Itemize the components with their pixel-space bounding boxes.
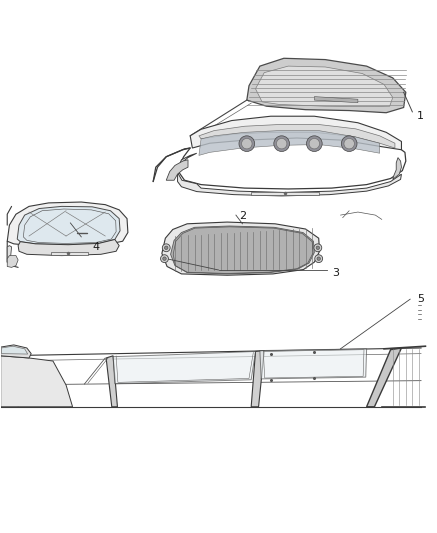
Polygon shape bbox=[170, 226, 314, 274]
Circle shape bbox=[163, 257, 166, 261]
Polygon shape bbox=[17, 206, 120, 245]
Polygon shape bbox=[260, 349, 367, 379]
Polygon shape bbox=[190, 116, 402, 150]
Circle shape bbox=[344, 139, 354, 149]
Polygon shape bbox=[177, 154, 402, 196]
Circle shape bbox=[341, 136, 357, 151]
Polygon shape bbox=[247, 58, 406, 112]
Polygon shape bbox=[367, 348, 402, 407]
Polygon shape bbox=[7, 256, 18, 268]
Circle shape bbox=[306, 136, 322, 151]
Circle shape bbox=[317, 257, 320, 261]
Circle shape bbox=[239, 136, 255, 151]
Circle shape bbox=[316, 246, 319, 249]
Circle shape bbox=[274, 136, 289, 151]
Polygon shape bbox=[251, 351, 264, 407]
Polygon shape bbox=[199, 125, 395, 148]
Polygon shape bbox=[51, 252, 88, 255]
Polygon shape bbox=[2, 346, 28, 354]
Circle shape bbox=[162, 244, 170, 252]
Text: 1: 1 bbox=[417, 111, 424, 121]
Circle shape bbox=[309, 139, 319, 149]
Polygon shape bbox=[166, 160, 188, 180]
Circle shape bbox=[314, 244, 322, 252]
Polygon shape bbox=[1, 345, 31, 358]
Polygon shape bbox=[7, 246, 12, 262]
Polygon shape bbox=[106, 356, 118, 407]
Polygon shape bbox=[393, 158, 402, 180]
Text: 3: 3 bbox=[332, 268, 339, 278]
Polygon shape bbox=[18, 239, 119, 256]
Polygon shape bbox=[199, 131, 380, 156]
Polygon shape bbox=[162, 222, 319, 275]
Circle shape bbox=[242, 139, 252, 149]
Text: 4: 4 bbox=[92, 242, 99, 252]
Polygon shape bbox=[314, 96, 358, 103]
Polygon shape bbox=[1, 356, 73, 407]
Polygon shape bbox=[251, 191, 319, 195]
Polygon shape bbox=[7, 202, 128, 247]
Text: 2: 2 bbox=[239, 212, 246, 221]
Circle shape bbox=[277, 139, 287, 149]
Text: 5: 5 bbox=[417, 294, 424, 304]
Circle shape bbox=[164, 246, 168, 249]
Polygon shape bbox=[256, 66, 393, 107]
Circle shape bbox=[160, 255, 168, 263]
Circle shape bbox=[315, 255, 323, 263]
Polygon shape bbox=[113, 351, 256, 384]
